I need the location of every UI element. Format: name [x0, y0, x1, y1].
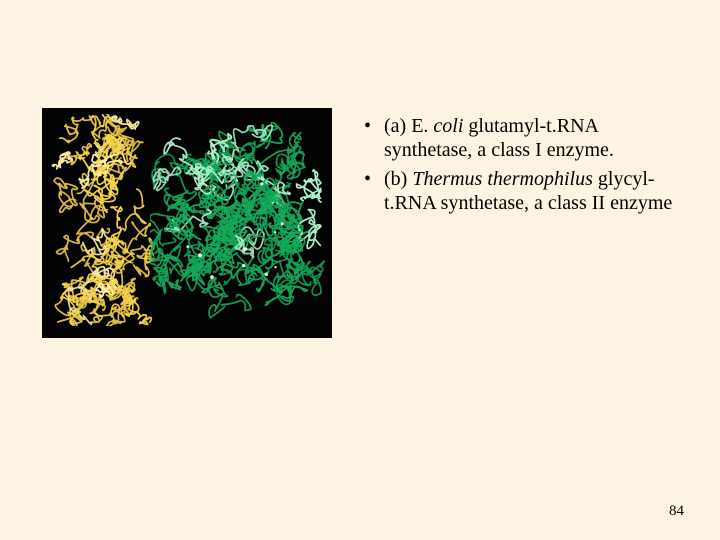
bullet-item-1: (b) Thermus thermophilus glycyl-t.RNA sy… — [358, 167, 678, 216]
protein-figure — [42, 108, 332, 338]
bullet-list: (a) E. coli glutamyl-t.RNA synthetase, a… — [358, 114, 678, 220]
structure-a-ecoli — [50, 114, 154, 326]
page-number: 84 — [669, 503, 684, 520]
slide: (a) E. coli glutamyl-t.RNA synthetase, a… — [0, 0, 720, 540]
bullet-item-0: (a) E. coli glutamyl-t.RNA synthetase, a… — [358, 114, 678, 163]
structure-b-thermus — [150, 122, 325, 322]
